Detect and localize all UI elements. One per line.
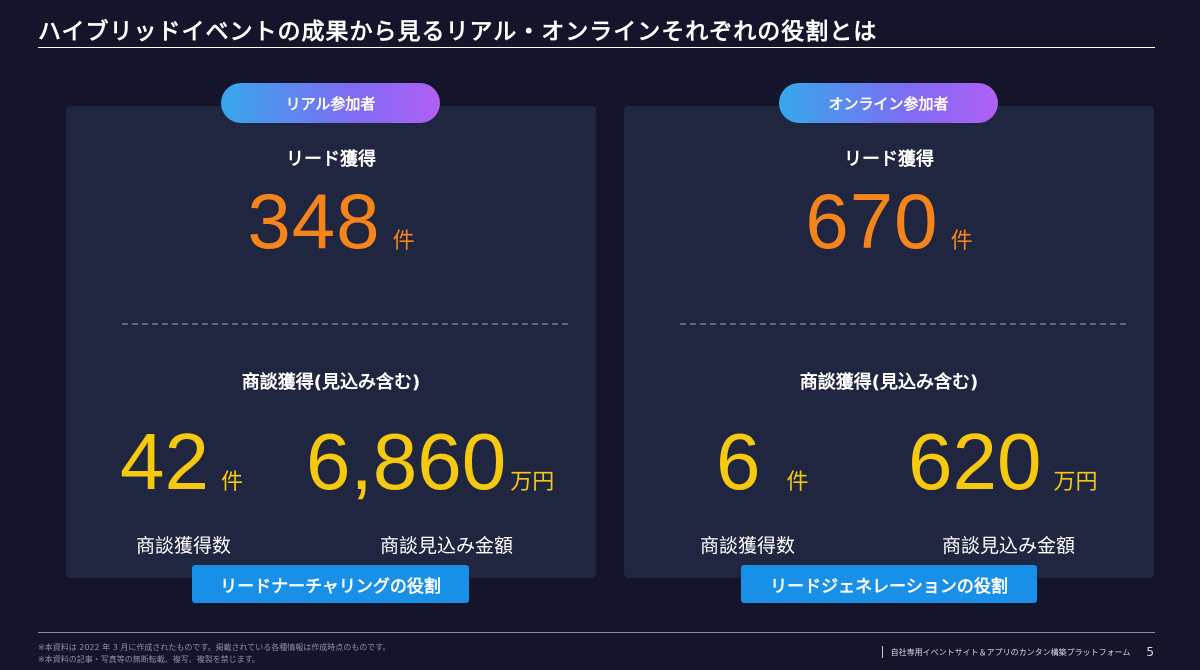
deal-amount-unit: 万円 — [510, 470, 555, 495]
footer-separator — [881, 646, 883, 658]
lead-label: リード獲得 — [844, 149, 934, 170]
deal-amount-value: 6,860 — [306, 417, 507, 506]
badge-real-attendees: リアル参加者 — [221, 83, 440, 123]
panel-online-attendees: オンライン参加者 リード獲得 670 件 商談獲得(見込み含む) 6 件 620… — [624, 83, 1154, 603]
badge-online-attendees: オンライン参加者 — [779, 83, 998, 123]
deal-count-caption: 商談獲得数 — [136, 535, 232, 557]
role-button-nurturing[interactable]: リードナーチャリングの役割 — [192, 565, 469, 603]
lead-value: 348 — [247, 177, 381, 265]
deal-amount-stat: 6,860 万円 — [306, 416, 554, 508]
dashed-divider — [680, 323, 1126, 325]
footnote-copyright: ※本資料の記事・写真等の無断転載、複写、複製を禁じます。 — [38, 655, 260, 664]
deal-amount-value: 620 — [908, 417, 1042, 506]
page-number: 5 — [1146, 645, 1154, 659]
deal-count-stat: 6 件 — [716, 416, 809, 508]
slide-title: ハイブリッドイベントの成果から見るリアル・オンラインそれぞれの役割とは — [38, 19, 878, 45]
deal-count-stat: 42 件 — [120, 416, 243, 508]
footer-branding: 自社専用イベントサイト＆アプリのカンタン構築プラットフォーム 5 — [881, 645, 1154, 659]
deal-amount-caption: 商談見込み金額 — [380, 535, 514, 557]
lead-stat: 670 件 — [624, 176, 1154, 267]
deal-label: 商談獲得(見込み含む) — [241, 372, 421, 393]
lead-label: リード獲得 — [286, 149, 376, 170]
deal-count-value: 42 — [120, 417, 209, 506]
dashed-divider — [122, 323, 568, 325]
deal-count-unit: 件 — [786, 470, 809, 495]
panel-real-attendees: リアル参加者 リード獲得 348 件 商談獲得(見込み含む) 42 件 6,86… — [66, 83, 596, 603]
deal-amount-unit: 万円 — [1053, 470, 1098, 495]
deal-amount-stat: 620 万円 — [908, 416, 1098, 508]
title-underline — [38, 47, 1155, 48]
lead-unit: 件 — [950, 229, 973, 254]
lead-value: 670 — [805, 177, 939, 265]
role-button-generation[interactable]: リードジェネレーションの役割 — [741, 565, 1037, 603]
deal-label: 商談獲得(見込み含む) — [799, 372, 979, 393]
lead-stat: 348 件 — [66, 176, 596, 267]
footnote-creation-date: ※本資料は 2022 年 3 月に作成されたものです。掲載されている各種情報は作… — [38, 643, 391, 652]
deal-count-caption: 商談獲得数 — [700, 535, 796, 557]
footer-divider — [38, 632, 1155, 633]
deal-count-unit: 件 — [220, 470, 243, 495]
deal-amount-caption: 商談見込み金額 — [942, 535, 1076, 557]
deal-count-value: 6 — [716, 417, 761, 506]
lead-unit: 件 — [392, 229, 415, 254]
footer-tagline: 自社専用イベントサイト＆アプリのカンタン構築プラットフォーム — [890, 647, 1131, 657]
